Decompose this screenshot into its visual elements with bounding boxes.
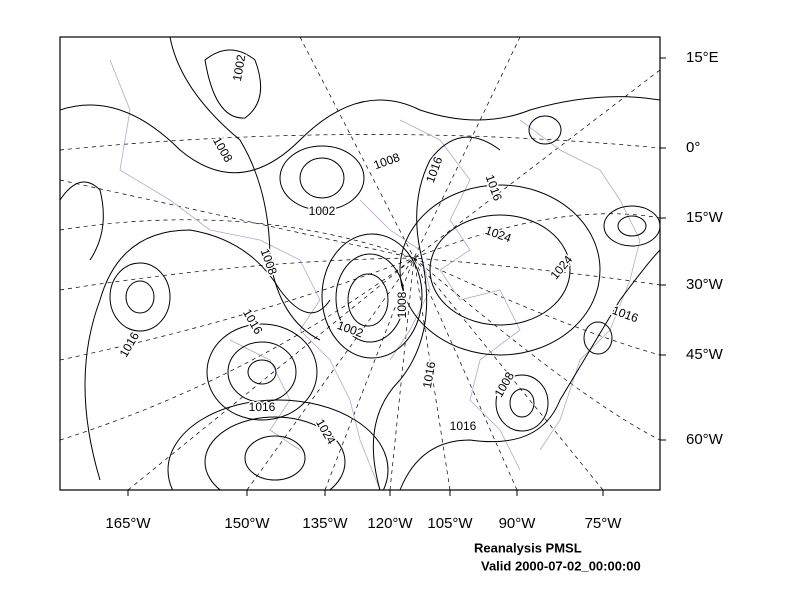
lon-label: 150°W	[224, 515, 270, 532]
contour-label: 1016	[450, 419, 477, 433]
contour-label: 1024	[313, 417, 339, 447]
contour-label: 1016	[610, 303, 640, 325]
lat-label: 60°W	[686, 431, 724, 448]
lon-label: 135°W	[302, 515, 348, 532]
lon-label: 90°W	[499, 515, 537, 532]
contour-label: 1024	[547, 252, 575, 282]
contour-label: 1016	[420, 360, 438, 389]
contour-label: 1008	[210, 135, 236, 165]
contour-label: 1016	[483, 173, 505, 203]
contour-label: 1016	[249, 400, 276, 414]
map-title: Reanalysis PMSL	[474, 540, 582, 555]
labels: 15°E 0° 15°W 30°W 45°W 60°W 165°W 150°W 135°W 120…	[105, 49, 723, 532]
map-body	[60, 37, 660, 490]
contour-label: 1008	[492, 369, 518, 399]
lat-label: 15°W	[686, 209, 724, 226]
contour-label: 1016	[240, 307, 266, 337]
contour-label: 1008	[395, 291, 409, 318]
valid-time: Valid 2000-07-02_00:00:00	[481, 558, 641, 573]
contour-label: 1002	[335, 318, 365, 340]
lon-label: 165°W	[105, 515, 151, 532]
contour-label: 1008	[258, 247, 280, 277]
lon-label: 120°W	[367, 515, 413, 532]
graticule	[60, 37, 660, 490]
lon-label: 75°W	[585, 515, 623, 532]
lat-label: 30°W	[686, 276, 724, 293]
contour-label: 1008	[372, 150, 402, 172]
contour-label: 1002	[309, 204, 336, 218]
contours	[60, 37, 660, 490]
contour-label: 1016	[117, 329, 143, 359]
lon-label: 105°W	[427, 515, 473, 532]
map-frame	[59, 36, 661, 491]
lat-label: 15°E	[686, 49, 719, 66]
contour-label: 1002	[230, 53, 248, 82]
lat-label: 45°W	[686, 346, 724, 363]
lat-label: 0°	[686, 139, 700, 156]
contour-label: 1024	[483, 223, 513, 245]
contour-label: 1016	[423, 154, 445, 184]
